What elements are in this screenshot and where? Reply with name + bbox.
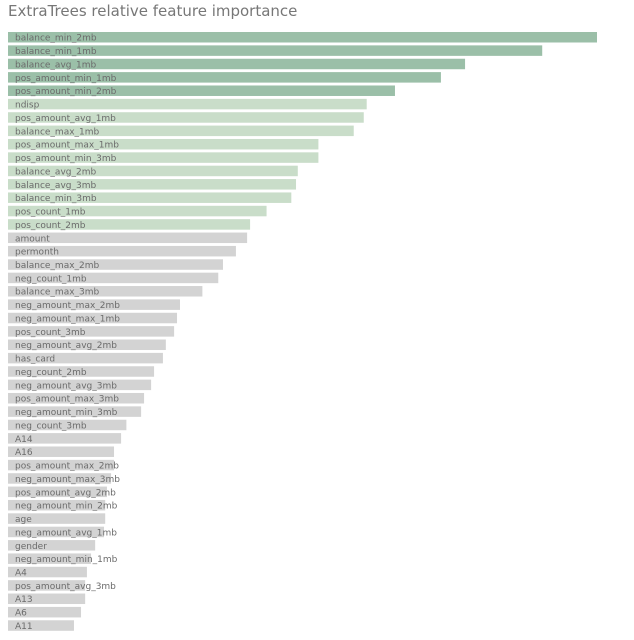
bar-pos_amount_min_2mb	[8, 85, 395, 96]
bar-pos_count_1mb	[8, 205, 267, 217]
bar-label-pos_amount_avg_1mb: pos_amount_avg_1mb	[15, 114, 116, 124]
bar-pos_amount_avg_2mb	[8, 486, 107, 498]
bar-A14	[8, 433, 122, 444]
bar-label-neg_amount_avg_3mb: neg_amount_avg_3mb	[15, 381, 117, 391]
bar-balance_min_3mb	[8, 192, 292, 203]
bar-pos_amount_avg_1mb	[8, 112, 364, 123]
bar-balance_avg_2mb	[8, 165, 298, 177]
bar-balance_max_3mb	[8, 286, 203, 297]
bar-A13	[8, 593, 86, 605]
bar-neg_amount_min_1mb	[8, 553, 92, 564]
bar-label-A6: A6	[15, 609, 27, 619]
bar-label-neg_amount_min_3mb: neg_amount_min_3mb	[15, 408, 118, 418]
bar-neg_amount_max_3mb	[8, 473, 112, 484]
bar-A16	[8, 446, 115, 457]
bar-label-balance_min_1mb: balance_min_1mb	[15, 47, 97, 57]
bar-label-neg_amount_avg_2mb: neg_amount_avg_2mb	[15, 341, 117, 351]
bar-label-neg_amount_avg_1mb: neg_amount_avg_1mb	[15, 528, 117, 538]
bar-label-pos_amount_avg_2mb: pos_amount_avg_2mb	[15, 488, 116, 498]
bar-label-A16: A16	[15, 448, 33, 458]
bar-label-balance_min_3mb: balance_min_3mb	[15, 194, 97, 204]
bar-neg_amount_min_2mb	[8, 499, 106, 511]
bar-pos_amount_min_3mb	[8, 152, 319, 163]
bar-balance_max_2mb	[8, 259, 223, 270]
bar-label-neg_count_3mb: neg_count_3mb	[15, 421, 87, 431]
bar-A11	[8, 620, 74, 631]
bar-neg_amount_max_2mb	[8, 299, 180, 310]
bar-has_card	[8, 352, 163, 364]
bar-amount	[8, 232, 248, 244]
bar-label-pos_amount_avg_3mb: pos_amount_avg_3mb	[15, 582, 116, 592]
chart-title: ExtraTrees relative feature importance	[8, 2, 298, 20]
bar-gender	[8, 540, 96, 551]
bar-balance_max_1mb	[8, 125, 354, 137]
bar-label-pos_amount_min_2mb: pos_amount_min_2mb	[15, 87, 117, 97]
bar-label-amount: amount	[15, 234, 50, 244]
bar-label-balance_max_3mb: balance_max_3mb	[15, 288, 100, 298]
bar-label-balance_min_2mb: balance_min_2mb	[15, 34, 97, 44]
bar-label-balance_avg_3mb: balance_avg_3mb	[15, 181, 96, 191]
bar-balance_min_2mb	[8, 32, 597, 43]
bar-neg_count_3mb	[8, 419, 127, 431]
bar-pos_amount_max_3mb	[8, 392, 145, 404]
bar-neg_amount_max_1mb	[8, 312, 178, 324]
bar-neg_count_1mb	[8, 272, 219, 284]
bar-neg_amount_avg_1mb	[8, 526, 105, 538]
bar-label-permonth: permonth	[15, 248, 59, 258]
bar-label-A13: A13	[15, 595, 33, 605]
bar-neg_count_2mb	[8, 366, 155, 377]
bar-neg_amount_avg_2mb	[8, 339, 166, 351]
bar-label-neg_count_2mb: neg_count_2mb	[15, 368, 87, 378]
bar-label-pos_count_2mb: pos_count_2mb	[15, 221, 86, 231]
bar-label-neg_count_1mb: neg_count_1mb	[15, 274, 87, 284]
bar-label-pos_amount_min_3mb: pos_amount_min_3mb	[15, 154, 117, 164]
bar-pos_amount_max_1mb	[8, 138, 319, 150]
bar-pos_count_2mb	[8, 219, 251, 230]
bar-label-pos_amount_max_2mb: pos_amount_max_2mb	[15, 462, 119, 472]
bar-label-neg_amount_min_1mb: neg_amount_min_1mb	[15, 555, 118, 565]
bar-label-A4: A4	[15, 569, 27, 579]
bar-balance_avg_1mb	[8, 58, 466, 70]
bar-label-pos_count_1mb: pos_count_1mb	[15, 208, 86, 218]
bar-neg_amount_min_3mb	[8, 406, 142, 417]
bar-neg_amount_avg_3mb	[8, 379, 152, 391]
bar-ndisp	[8, 98, 367, 110]
bar-pos_amount_avg_3mb	[8, 580, 86, 591]
bar-label-balance_avg_2mb: balance_avg_2mb	[15, 167, 96, 177]
bar-A6	[8, 606, 82, 618]
bar-label-neg_amount_min_2mb: neg_amount_min_2mb	[15, 502, 118, 512]
bar-label-balance_max_1mb: balance_max_1mb	[15, 127, 100, 137]
bar-label-neg_amount_max_3mb: neg_amount_max_3mb	[15, 475, 120, 485]
bar-pos_count_3mb	[8, 326, 175, 337]
bar-label-pos_count_3mb: pos_count_3mb	[15, 328, 86, 338]
bar-label-pos_amount_max_3mb: pos_amount_max_3mb	[15, 395, 119, 405]
bar-age	[8, 513, 106, 524]
bar-label-pos_amount_max_1mb: pos_amount_max_1mb	[15, 141, 119, 151]
bar-label-neg_amount_max_1mb: neg_amount_max_1mb	[15, 314, 120, 324]
bar-label-ndisp: ndisp	[15, 101, 40, 111]
bar-pos_amount_max_2mb	[8, 459, 115, 471]
bar-label-A11: A11	[15, 622, 33, 632]
bar-label-pos_amount_min_1mb: pos_amount_min_1mb	[15, 74, 117, 84]
bar-label-balance_avg_1mb: balance_avg_1mb	[15, 60, 96, 70]
bar-permonth	[8, 245, 236, 257]
bar-label-has_card: has_card	[15, 355, 55, 365]
bar-balance_avg_3mb	[8, 179, 297, 190]
bar-label-neg_amount_max_2mb: neg_amount_max_2mb	[15, 301, 120, 311]
bar-A4	[8, 566, 87, 578]
bar-label-gender: gender	[15, 542, 47, 552]
bar-label-A14: A14	[15, 435, 33, 445]
bar-pos_amount_min_1mb	[8, 72, 441, 83]
bar-label-balance_max_2mb: balance_max_2mb	[15, 261, 100, 271]
bar-balance_min_1mb	[8, 45, 543, 56]
bar-label-age: age	[15, 515, 32, 525]
